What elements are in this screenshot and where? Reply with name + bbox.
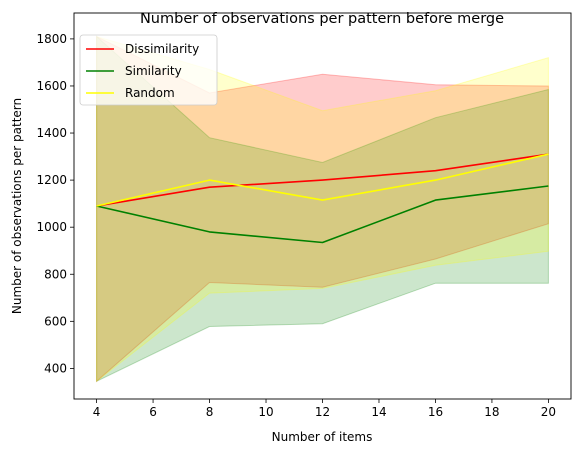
x-tick-label: 10	[258, 405, 273, 419]
x-tick-label: 6	[149, 405, 157, 419]
similarity-band	[96, 35, 549, 383]
random-legend-label: Random	[125, 86, 175, 100]
y-tick-label: 800	[44, 267, 67, 281]
y-axis-label: Number of observations per pattern	[10, 98, 24, 314]
x-tick-label: 20	[541, 405, 556, 419]
y-axis-ticks: 400 600 800 1000 1200 1400 1600 1800	[36, 32, 74, 375]
x-axis-ticks: 4 6 8 10 12 14 16 18 20	[93, 399, 556, 419]
series-lines	[96, 153, 549, 244]
legend-box	[79, 34, 218, 106]
x-tick-label: 12	[315, 405, 330, 419]
x-tick-label: 14	[371, 405, 386, 419]
y-tick-label: 1400	[36, 126, 67, 140]
y-tick-label: 600	[44, 314, 67, 328]
similarity-legend-label: Similarity	[125, 64, 182, 78]
y-tick-label: 1000	[36, 220, 67, 234]
y-tick-label: 1800	[36, 32, 67, 46]
x-tick-label: 18	[484, 405, 499, 419]
x-axis-label: Number of items	[272, 430, 373, 444]
y-tick-label: 400	[44, 361, 67, 375]
confidence-bands	[96, 35, 549, 383]
x-tick-label: 4	[93, 405, 101, 419]
dissimilarity-legend-label: Dissimilarity	[125, 42, 199, 56]
legend: Dissimilarity Similarity Random	[79, 34, 218, 106]
random-band	[96, 35, 549, 383]
dissimilarity-band	[96, 35, 549, 383]
y-tick-label: 1200	[36, 173, 67, 187]
x-tick-label: 16	[428, 405, 443, 419]
y-tick-label: 1600	[36, 79, 67, 93]
x-tick-label: 8	[206, 405, 214, 419]
chart-title: Number of observations per pattern befor…	[140, 11, 504, 27]
